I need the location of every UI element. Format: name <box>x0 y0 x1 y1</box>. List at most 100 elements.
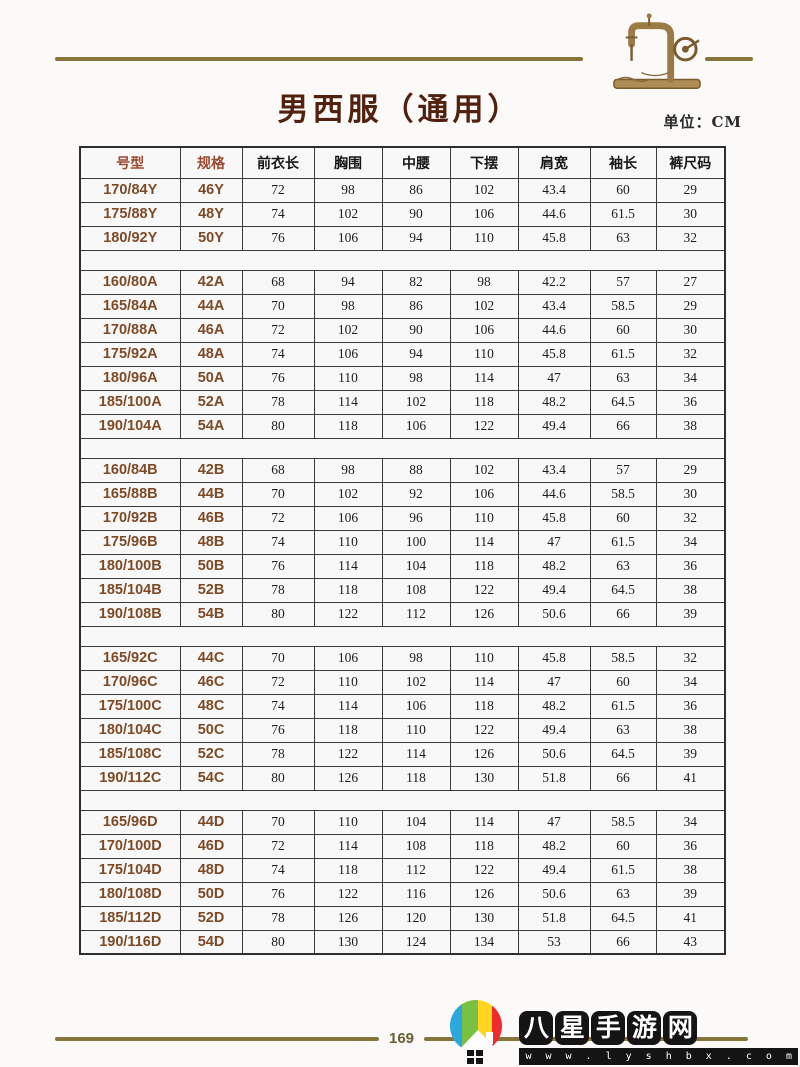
cell: 175/96B <box>79 529 181 555</box>
cell: 60 <box>589 317 657 343</box>
cell: 106 <box>381 693 451 719</box>
cell: 122 <box>449 857 519 883</box>
cell: 78 <box>241 389 315 415</box>
cell: 44.6 <box>517 201 591 227</box>
cell: 54D <box>179 929 243 955</box>
cell: 44.6 <box>517 481 591 507</box>
cell: 92 <box>381 481 451 507</box>
sewing-machine-icon <box>613 13 701 89</box>
section-spacer-row <box>80 249 725 271</box>
top-divider-line-short <box>705 57 753 61</box>
cell: 102 <box>381 669 451 695</box>
cell: 72 <box>241 669 315 695</box>
watermark-badge-char: 网 <box>663 1011 698 1045</box>
cell: 114 <box>449 809 519 835</box>
table-row: 165/92C 44C 70 106 98 110 45.8 58.5 32 <box>79 645 726 671</box>
watermark-text-block: 八星手游网 w w w . l y s h b x . c o m <box>519 1011 798 1065</box>
cell: 185/100A <box>79 389 181 415</box>
cell: 32 <box>655 341 726 367</box>
cell: 63 <box>589 553 657 579</box>
page-title: 男西服（通用） <box>277 92 523 128</box>
cell: 110 <box>313 809 383 835</box>
cell: 50.6 <box>517 741 591 767</box>
cell: 38 <box>655 413 726 439</box>
cell: 94 <box>313 269 383 295</box>
cell: 160/80A <box>79 269 181 295</box>
cell: 98 <box>381 645 451 671</box>
cell: 98 <box>449 269 519 295</box>
top-divider-line <box>55 57 583 61</box>
cell: 170/88A <box>79 317 181 343</box>
cell: 57 <box>589 269 657 295</box>
table-row: 190/116D 54D 80 130 124 134 53 66 43 <box>79 929 726 955</box>
cell: 54B <box>179 601 243 627</box>
cell: 126 <box>313 765 383 791</box>
cell: 114 <box>313 833 383 859</box>
cell: 112 <box>381 857 451 883</box>
cell: 70 <box>241 481 315 507</box>
cell: 66 <box>589 413 657 439</box>
cell: 39 <box>655 881 726 907</box>
cell: 45.8 <box>517 341 591 367</box>
cell: 47 <box>517 365 591 391</box>
cell: 48C <box>179 693 243 719</box>
cell: 170/96C <box>79 669 181 695</box>
cell: 78 <box>241 577 315 603</box>
cell: 122 <box>313 601 383 627</box>
cell: 50C <box>179 717 243 743</box>
cell: 175/88Y <box>79 201 181 227</box>
table-row: 185/108C 52C 78 122 114 126 50.6 64.5 39 <box>79 741 726 767</box>
cell: 61.5 <box>589 341 657 367</box>
table-row: 160/80A 42A 68 94 82 98 42.2 57 27 <box>79 269 726 295</box>
cell: 39 <box>655 601 726 627</box>
cell: 50Y <box>179 225 243 251</box>
cell: 134 <box>449 929 519 955</box>
cell: 106 <box>449 481 519 507</box>
table-row: 170/84Y 46Y 72 98 86 102 43.4 60 29 <box>79 177 726 203</box>
table-row: 170/100D 46D 72 114 108 118 48.2 60 36 <box>79 833 726 859</box>
cell: 48.2 <box>517 833 591 859</box>
watermark-badge-char: 手 <box>591 1011 626 1045</box>
cell: 76 <box>241 365 315 391</box>
cell: 98 <box>313 293 383 319</box>
cell: 118 <box>449 389 519 415</box>
cell: 180/92Y <box>79 225 181 251</box>
cell: 48B <box>179 529 243 555</box>
cell: 64.5 <box>589 389 657 415</box>
cell: 43 <box>655 929 726 955</box>
cell: 46A <box>179 317 243 343</box>
section-spacer-row <box>80 625 725 647</box>
cell: 102 <box>313 481 383 507</box>
cell: 118 <box>313 577 383 603</box>
table-row: 185/100A 52A 78 114 102 118 48.2 64.5 36 <box>79 389 726 415</box>
cell: 82 <box>381 269 451 295</box>
cell: 102 <box>449 457 519 483</box>
cell: 47 <box>517 669 591 695</box>
cell: 98 <box>313 457 383 483</box>
cell: 29 <box>655 293 726 319</box>
table-row: 170/92B 46B 72 106 96 110 45.8 60 32 <box>79 505 726 531</box>
cell: 43.4 <box>517 293 591 319</box>
cell: 185/112D <box>79 905 181 931</box>
cell: 47 <box>517 529 591 555</box>
size-table: 号型 规格 前衣长 胸围 中腰 下摆 肩宽 袖长 裤尺码 170/84Y 46Y 72 98 86 102… <box>79 146 726 955</box>
table-row: 175/92A 48A 74 106 94 110 45.8 61.5 32 <box>79 341 726 367</box>
cell: 45.8 <box>517 225 591 251</box>
cell: 114 <box>313 553 383 579</box>
cell: 32 <box>655 645 726 671</box>
cell: 51.8 <box>517 765 591 791</box>
cell: 110 <box>381 717 451 743</box>
cell: 88 <box>381 457 451 483</box>
table-body: 170/84Y 46Y 72 98 86 102 43.4 60 29 175/88Y 48Y 74 1… <box>79 177 726 955</box>
cell: 29 <box>655 457 726 483</box>
cell: 50D <box>179 881 243 907</box>
cell: 106 <box>449 317 519 343</box>
cell: 114 <box>449 669 519 695</box>
cell: 130 <box>449 765 519 791</box>
cell: 27 <box>655 269 726 295</box>
page-number: 169 <box>388 1030 415 1047</box>
cell: 170/84Y <box>79 177 181 203</box>
watermark-badge-char: 星 <box>555 1011 590 1045</box>
cell: 106 <box>313 225 383 251</box>
cell: 29 <box>655 177 726 203</box>
